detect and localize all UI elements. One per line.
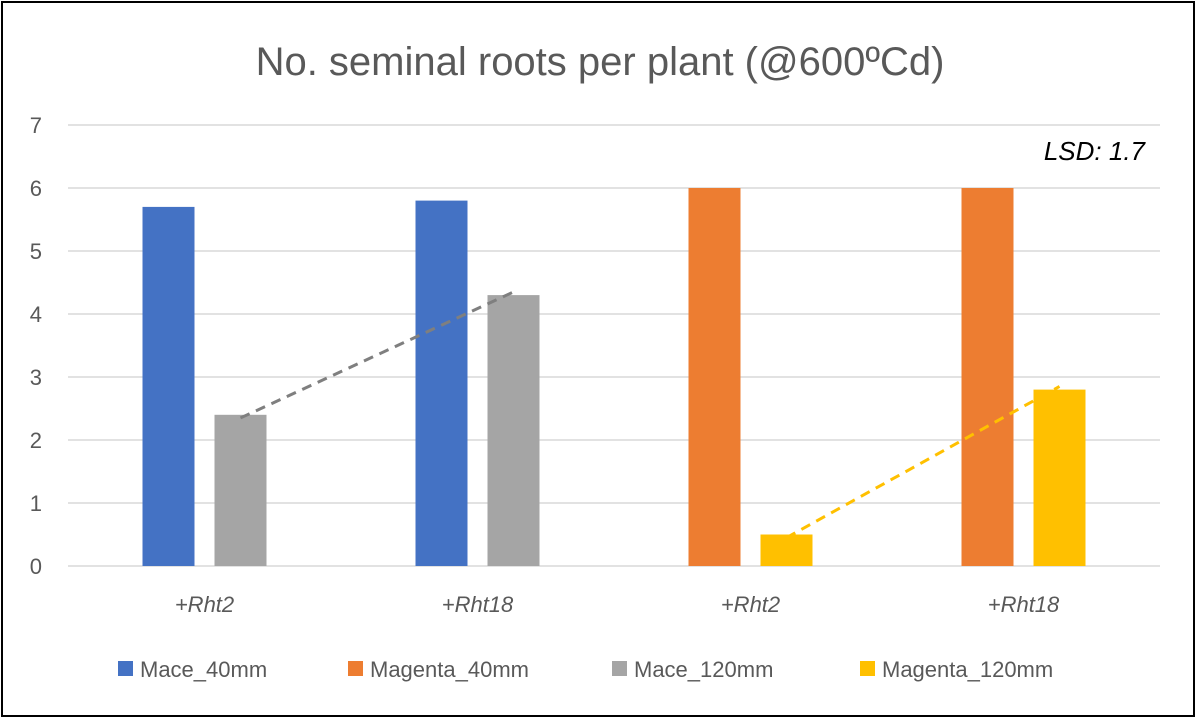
bars xyxy=(142,188,1086,566)
y-tick-label: 6 xyxy=(30,176,42,201)
y-tick-label: 5 xyxy=(30,239,42,264)
legend-label: Mace_120mm xyxy=(634,657,773,682)
bar xyxy=(1033,389,1086,566)
y-tick-label: 4 xyxy=(30,302,42,327)
y-tick-label: 0 xyxy=(30,554,42,579)
legend-label: Mace_40mm xyxy=(140,657,267,682)
y-tick-label: 7 xyxy=(30,113,42,138)
trendline xyxy=(239,290,515,420)
y-axis-ticks: 0 1 2 3 4 5 6 7 xyxy=(30,113,42,579)
legend: Mace_40mm Magenta_40mm Mace_120mm Magenta_1… xyxy=(118,657,1053,682)
x-axis-labels: +Rht2 +Rht18 +Rht2 +Rht18 xyxy=(175,592,1060,617)
bar xyxy=(214,414,267,566)
legend-label: Magenta_40mm xyxy=(370,657,529,682)
category-label: +Rht18 xyxy=(988,592,1060,617)
bar xyxy=(415,200,468,566)
y-tick-label: 1 xyxy=(30,491,42,516)
lsd-annotation: LSD: 1.7 xyxy=(1044,136,1147,166)
y-tick-label: 3 xyxy=(30,365,42,390)
category-label: +Rht18 xyxy=(442,592,514,617)
category-label: +Rht2 xyxy=(175,592,234,617)
bar xyxy=(760,534,813,566)
category-label: +Rht2 xyxy=(721,592,780,617)
bar xyxy=(961,188,1014,566)
trendline xyxy=(785,385,1061,539)
trendlines xyxy=(239,290,1061,539)
chart-title: No. seminal roots per plant (@600ºCd) xyxy=(256,40,945,84)
bar xyxy=(487,295,540,566)
legend-label: Magenta_120mm xyxy=(882,657,1053,682)
legend-swatch xyxy=(612,661,627,676)
legend-swatch xyxy=(348,661,363,676)
legend-swatch xyxy=(118,661,133,676)
legend-swatch xyxy=(860,661,875,676)
bar xyxy=(688,188,741,566)
bar xyxy=(142,206,195,566)
y-tick-label: 2 xyxy=(30,428,42,453)
